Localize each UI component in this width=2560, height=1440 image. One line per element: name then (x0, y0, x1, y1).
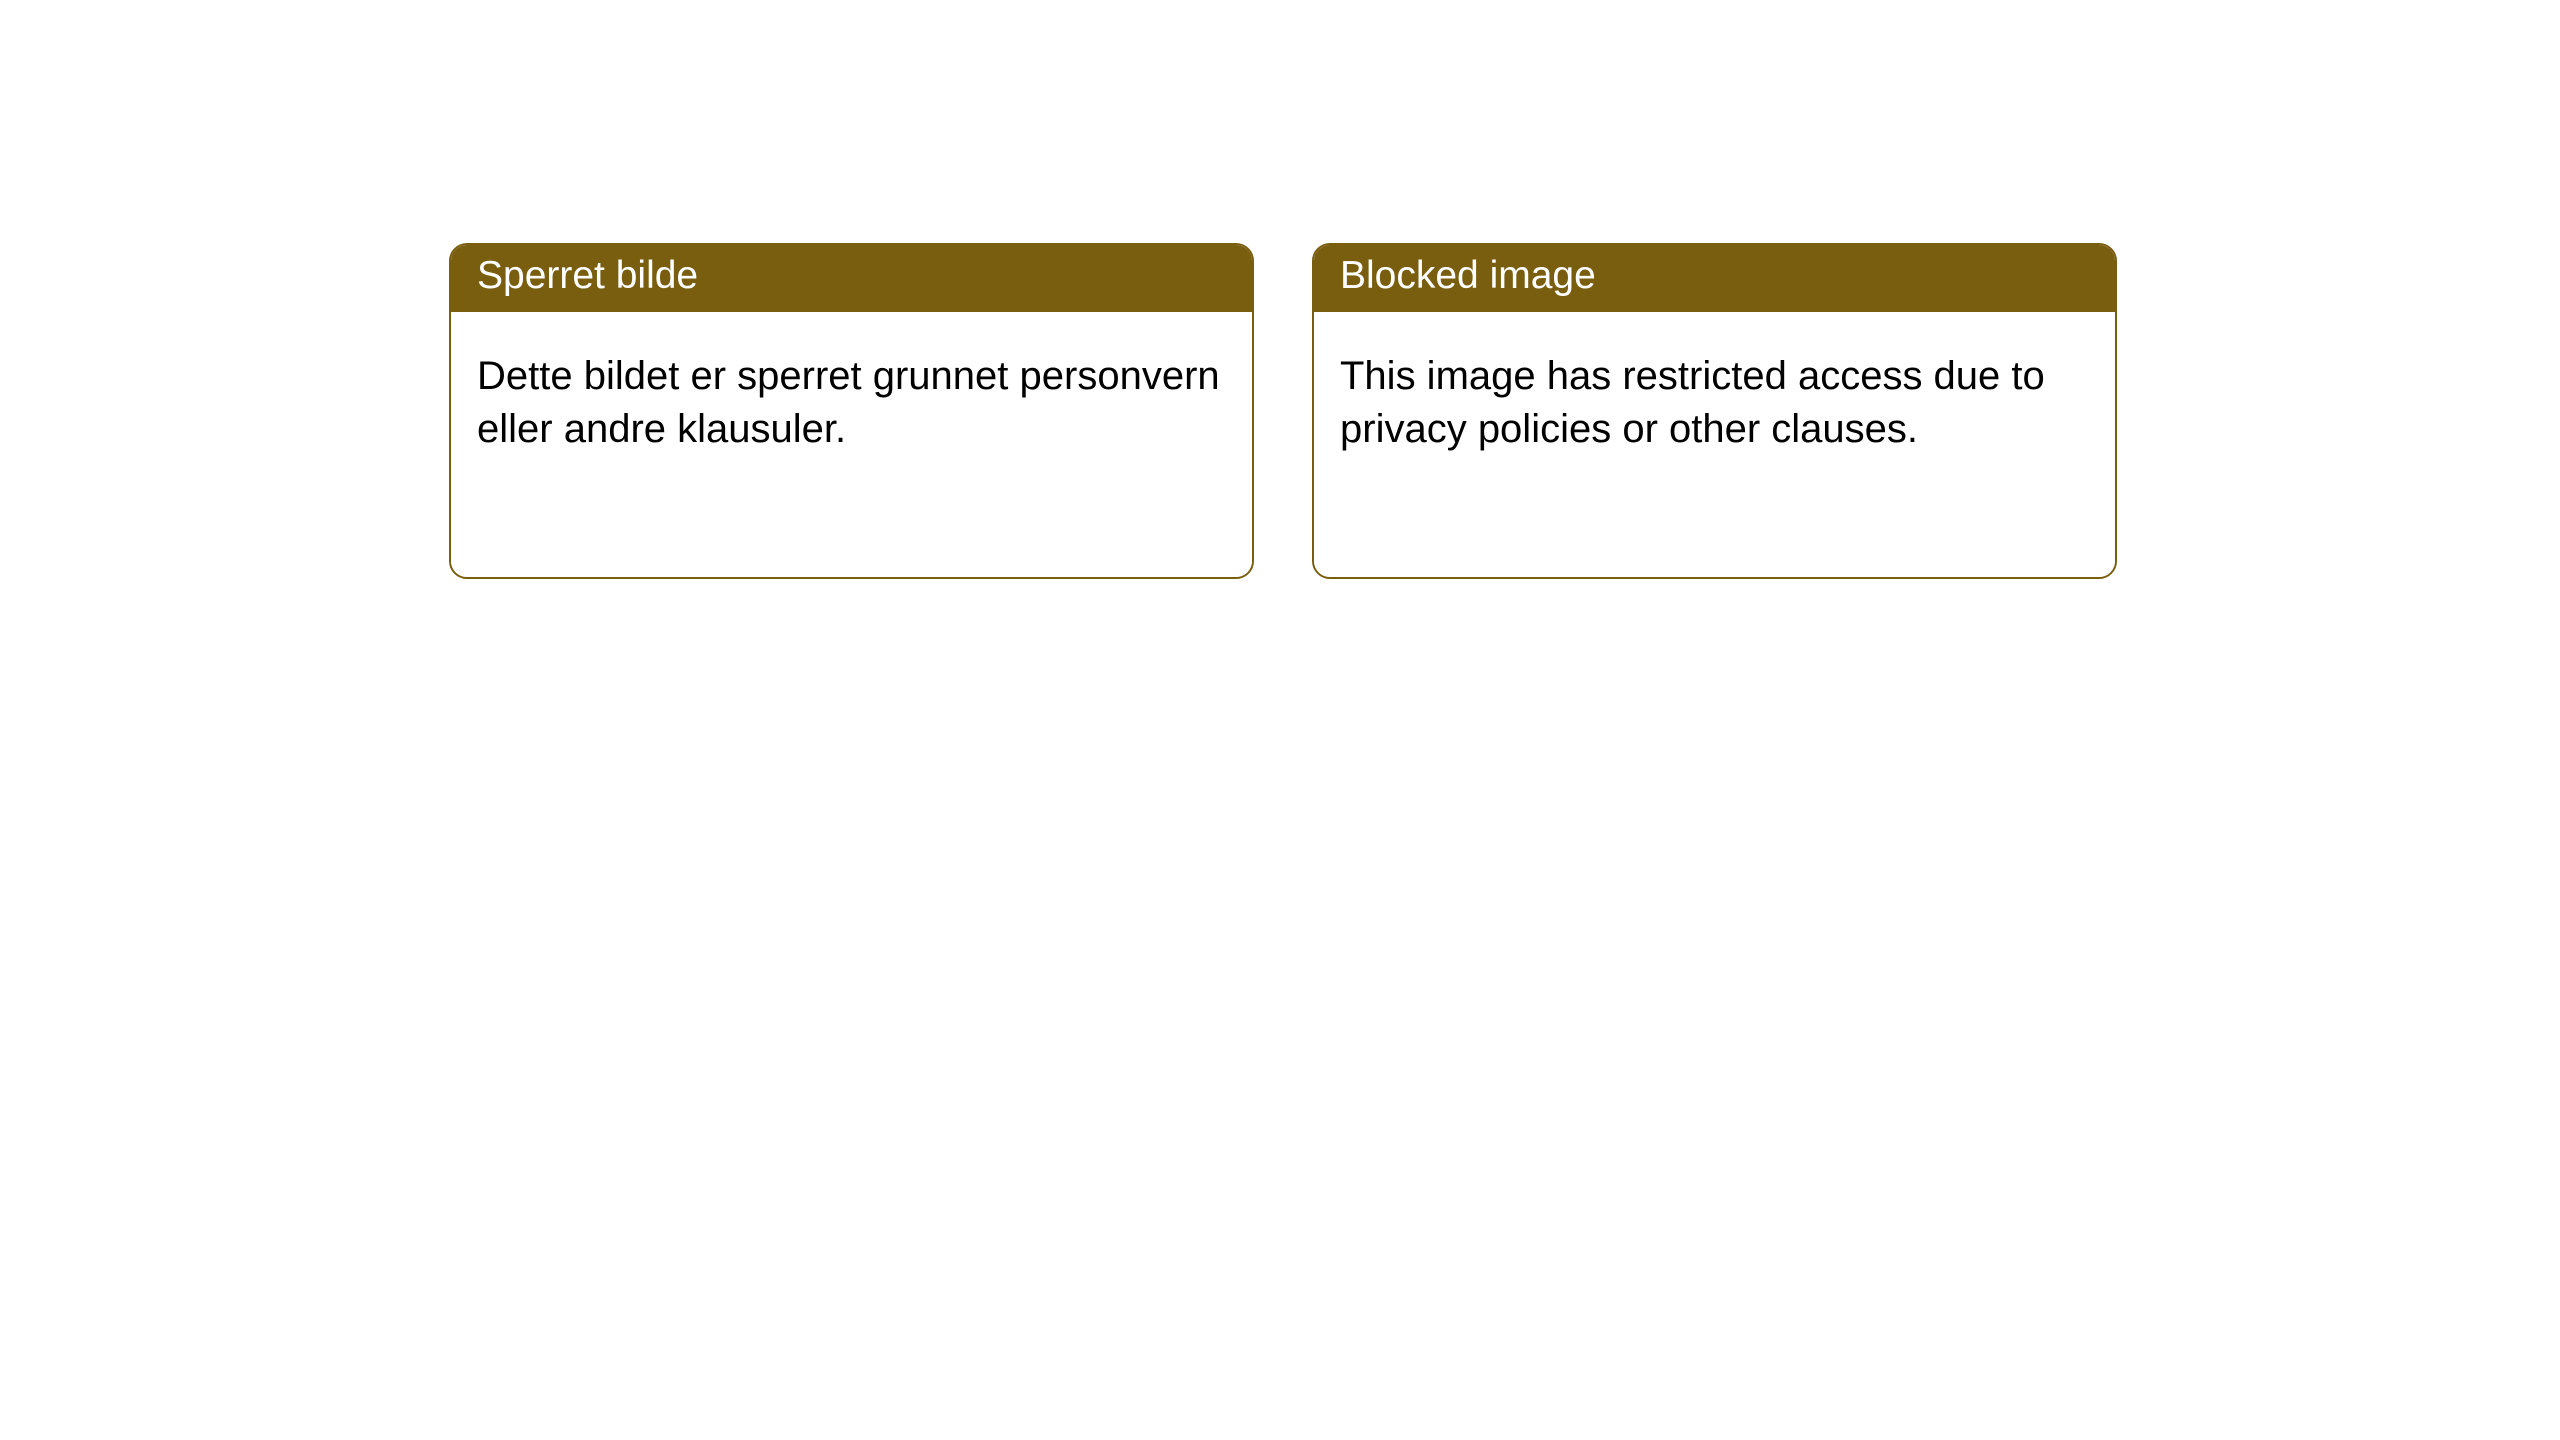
notice-card-english: Blocked image This image has restricted … (1312, 243, 2117, 579)
notice-header: Sperret bilde (451, 245, 1252, 312)
notice-body: This image has restricted access due to … (1314, 312, 2115, 577)
notice-container: Sperret bilde Dette bildet er sperret gr… (449, 243, 2117, 579)
notice-header: Blocked image (1314, 245, 2115, 312)
notice-body: Dette bildet er sperret grunnet personve… (451, 312, 1252, 577)
notice-card-norwegian: Sperret bilde Dette bildet er sperret gr… (449, 243, 1254, 579)
